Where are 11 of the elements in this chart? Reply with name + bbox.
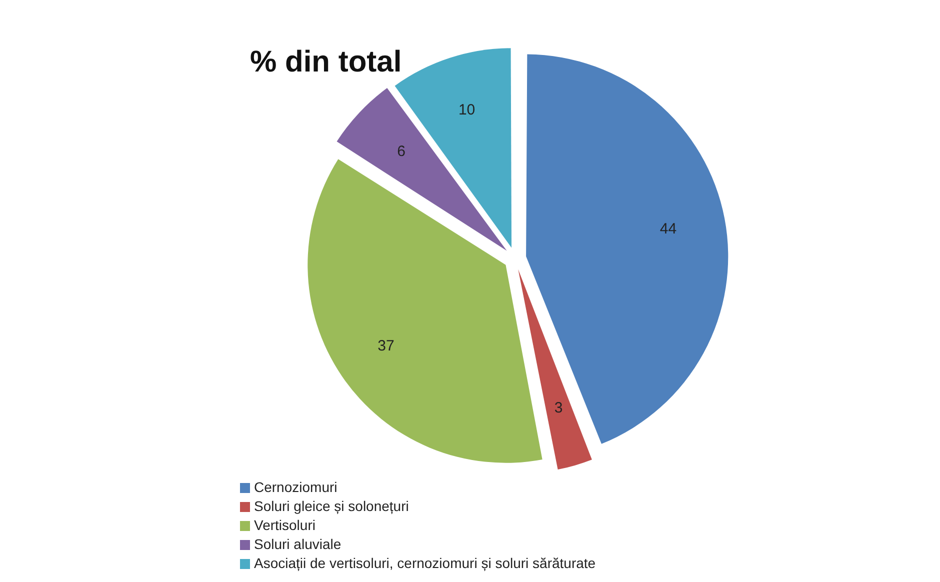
data-label: 3: [554, 399, 563, 416]
data-label: 6: [397, 142, 406, 160]
data-label: 44: [660, 220, 677, 238]
chart-title: % din total: [250, 45, 402, 78]
data-label: 10: [458, 101, 476, 118]
legend-label: Asociații de vertisoluri, cernoziomuri și soluri sărăturate: [254, 554, 596, 573]
data-label: 37: [378, 337, 394, 354]
legend-label: Cernoziomuri: [254, 478, 338, 497]
legend-label: Soluri gleice și solonețuri: [254, 497, 409, 516]
legend-label: Vertisoluri: [254, 516, 316, 535]
legend-label: Soluri aluviale: [254, 535, 342, 554]
